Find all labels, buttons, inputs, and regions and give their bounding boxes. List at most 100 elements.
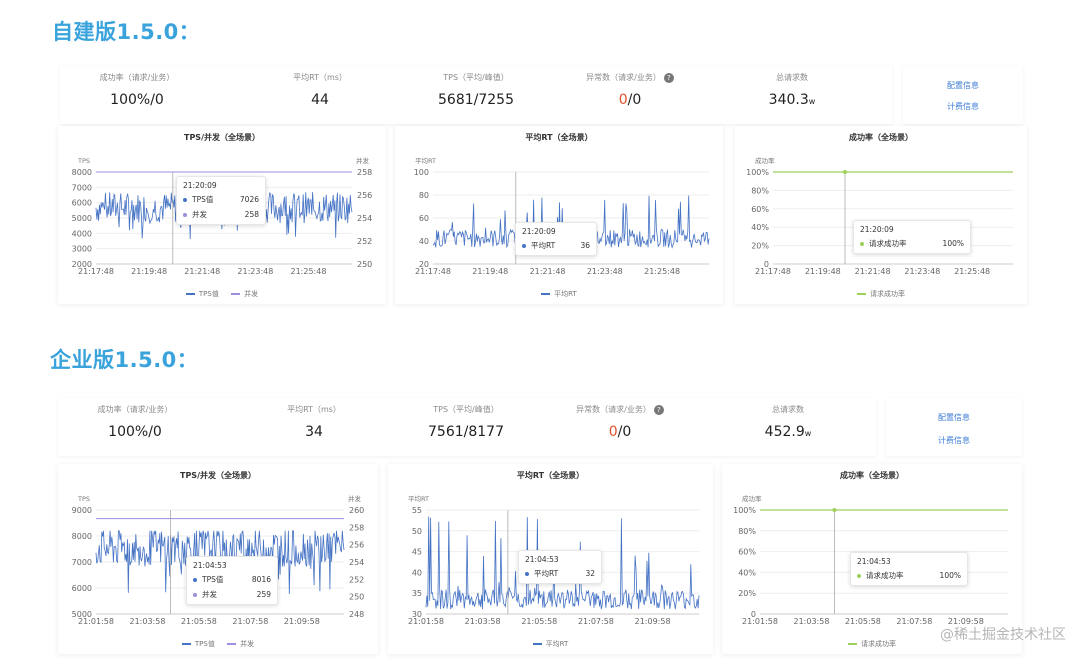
chart-tooltip: 21:04:53 TPS值 8016 并发 259 [186, 556, 278, 605]
x-tick-label: 21:09:58 [635, 617, 671, 626]
tooltip-label: 请求成功率 [866, 571, 904, 580]
config-info-link[interactable]: 配置信息 [938, 413, 970, 422]
y-tick-label: 40% [738, 568, 756, 577]
legend-item-success-rate[interactable]: 请求成功率 [857, 289, 905, 299]
stats-bar: 成功率（请求/业务） 100%/0 平均RT（ms） 44 TPS（平均/峰值）… [60, 66, 892, 124]
y-tick-label: 80 [419, 191, 429, 200]
series-line-avg-rt [425, 516, 700, 610]
avg-rt-chart: 55 50 45 40 35 30 平均RT 21:01:58 21:03:58 21:05:58… [408, 494, 700, 626]
x-tick-label: 21:17:48 [755, 267, 791, 276]
section-title: 自建版1.5.0： [52, 20, 201, 44]
stat-label-text: 异常数（请求/业务） [586, 73, 661, 82]
chart-tooltip: 21:04:53 平均RT 32 [518, 550, 602, 584]
y-tick-label: 0 [751, 610, 756, 619]
y-tick-label: 5000 [72, 610, 92, 619]
y-tick-label: 45 [412, 548, 422, 557]
chart-legend: 平均RT [395, 289, 723, 299]
stat-value-rest: /0 [627, 92, 642, 108]
x-tick-label: 21:07:58 [578, 617, 614, 626]
y-tick-label: 80% [738, 527, 756, 536]
tps-concurrency-panel: TPS/并发（全场景） 8000 7000 6000 5000 4000 3000 2000… [58, 126, 386, 304]
x-tick-label: 21:17:48 [78, 267, 114, 276]
chart-legend: 请求成功率 [735, 289, 1027, 299]
stat-value-unit: w [808, 97, 816, 106]
stat-total-requests: 总请求数 340.3w [717, 72, 867, 108]
billing-info-link[interactable]: 计费信息 [938, 436, 970, 445]
chart-tooltip: 21:20:09 平均RT 36 [515, 222, 597, 256]
stat-value-rest: /0 [617, 424, 632, 440]
stat-label: 成功率（请求/业务） [99, 73, 175, 82]
y-tick-label: 8000 [72, 168, 92, 177]
y2-tick-label: 258 [357, 168, 372, 177]
tooltip-row: 并发 259 [193, 589, 271, 600]
legend-item-concurrency[interactable]: 并发 [231, 289, 258, 299]
tooltip-row: 平均RT 32 [525, 568, 595, 579]
stat-value-unit: w [804, 429, 812, 438]
y-tick-label: 55 [412, 506, 422, 515]
y-tick-label: 60% [738, 548, 756, 557]
legend-label: TPS值 [198, 290, 219, 298]
x-tick-label: 21:05:58 [181, 617, 217, 626]
avg-rt-chart: 100 80 60 40 20 平均RT 21:17:48 21:19:48 21:21:48 2… [414, 156, 710, 276]
legend-item-avg-rt[interactable]: 平均RT [532, 639, 569, 649]
y2-tick-label: 252 [349, 575, 364, 584]
y-tick-label: 3000 [72, 245, 92, 254]
tooltip-value: 8016 [251, 575, 271, 584]
tooltip-value: 100% [942, 239, 964, 248]
stat-value-number: 340.3 [768, 92, 809, 108]
y2-tick-label: 252 [357, 237, 372, 246]
legend-item-tps[interactable]: TPS值 [181, 639, 215, 649]
y2-tick-label: 258 [349, 523, 364, 532]
help-icon[interactable]: ? [663, 72, 674, 83]
stat-value: 7561/8177 [428, 424, 504, 440]
legend-item-tps[interactable]: TPS值 [185, 289, 219, 299]
stat-value: 100%/0 [108, 424, 162, 440]
y-tick-label: 40 [419, 237, 429, 246]
x-tick-label: 21:23:48 [587, 267, 623, 276]
y-tick-label: 60 [419, 214, 429, 223]
x-tick-label: 21:25:48 [291, 267, 327, 276]
hover-point [832, 508, 837, 512]
legend-item-success-rate[interactable]: 请求成功率 [848, 639, 896, 649]
legend-label: 并发 [240, 640, 255, 648]
section-self-hosted: 自建版1.5.0： 成功率（请求/业务） 100%/0 平均RT（ms） 44 … [0, 0, 1080, 305]
panel-title: 成功率（全场景） [849, 133, 913, 142]
stat-avg-rt: 平均RT（ms） 34 [239, 404, 389, 440]
help-icon[interactable]: ? [653, 404, 664, 415]
config-info-link[interactable]: 配置信息 [947, 81, 979, 90]
y-tick-label: 20 [419, 260, 429, 269]
stat-errors: 异常数（请求/业务）? 0/0 [545, 404, 695, 440]
x-tick-label: 21:23:48 [904, 267, 940, 276]
legend-label: 平均RT [545, 640, 569, 648]
stat-label: TPS（平均/峰值） [433, 405, 499, 414]
tooltip-value: 100% [939, 571, 961, 580]
section-enterprise: 企业版1.5.0： 成功率（请求/业务） 100%/0 平均RT（ms） 34 … [0, 334, 1080, 662]
stat-value-number: 452.9 [764, 424, 805, 440]
hover-point [843, 170, 847, 174]
x-tick-label: 21:05:58 [521, 617, 557, 626]
tooltip-value: 259 [256, 590, 271, 599]
stat-tps: TPS（平均/峰值） 5681/7255 [401, 72, 551, 108]
legend-item-avg-rt[interactable]: 平均RT [541, 289, 577, 299]
y-tick-label: 2000 [72, 260, 92, 269]
tooltip-value: 36 [580, 241, 590, 250]
legend-label: 请求成功率 [870, 290, 905, 298]
stat-label: TPS（平均/峰值） [443, 73, 509, 82]
tooltip-row: TPS值 7026 [183, 194, 259, 205]
tooltip-row: 请求成功率 100% [857, 570, 961, 581]
tooltip-label: 平均RT [531, 241, 556, 250]
tooltip-value: 7026 [239, 195, 259, 204]
legend-item-concurrency[interactable]: 并发 [227, 639, 254, 649]
stat-success-rate: 成功率（请求/业务） 100%/0 [60, 404, 210, 440]
stat-value-error: 0 [608, 424, 618, 440]
billing-info-link[interactable]: 计费信息 [947, 102, 979, 111]
x-tick-label: 21:21:48 [530, 267, 566, 276]
y-tick-label: 4000 [72, 229, 92, 238]
series-line-tps [95, 530, 345, 595]
x-tick-label: 21:07:58 [232, 617, 268, 626]
stat-success-rate: 成功率（请求/业务） 100%/0 [62, 72, 212, 108]
tooltip-value: 258 [244, 210, 259, 219]
tooltip-label: 请求成功率 [869, 239, 907, 248]
x-tick-label: 21:09:58 [284, 617, 320, 626]
y-tick-label: 100 [414, 168, 429, 177]
